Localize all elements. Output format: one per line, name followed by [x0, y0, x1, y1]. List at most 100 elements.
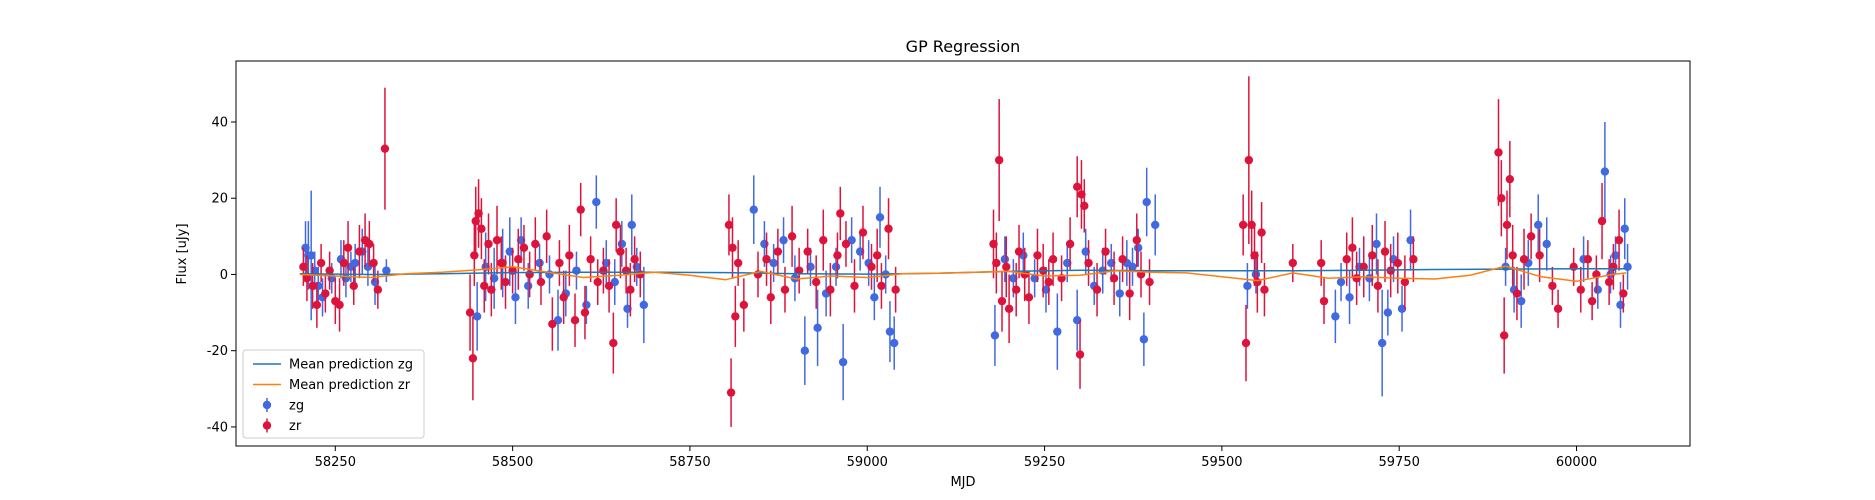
zr-point	[1548, 281, 1557, 291]
zr-point	[1253, 277, 1262, 287]
zg-point	[1336, 277, 1346, 287]
zg-point	[1139, 335, 1149, 344]
zr-point	[325, 266, 334, 275]
legend-item-zr: zr	[262, 418, 302, 434]
zr-point	[1260, 285, 1269, 294]
zr-point	[365, 239, 374, 249]
zr-point	[316, 258, 326, 268]
zr-point	[1380, 247, 1390, 256]
zr-point	[1092, 285, 1102, 294]
y-tick-label: 0	[220, 268, 228, 283]
axes-frame	[235, 60, 1691, 447]
zr-point	[1368, 251, 1377, 260]
zr-point	[1494, 148, 1503, 157]
zr-point	[609, 338, 618, 348]
zr-point	[604, 281, 614, 291]
x-tick-label: 58500	[492, 455, 533, 470]
zg-point	[1600, 167, 1610, 176]
y-tick-label: -40	[207, 420, 228, 435]
zr-point	[726, 388, 736, 397]
zg-point	[639, 300, 649, 310]
zg-point	[511, 293, 520, 302]
zg-point	[749, 205, 758, 214]
zr-point	[335, 300, 344, 310]
zr-point	[1535, 251, 1544, 260]
zr-point	[373, 285, 383, 294]
zr-point	[559, 293, 568, 302]
zr-point	[492, 235, 502, 245]
x-tick-label: 58250	[315, 455, 356, 470]
zr-point	[877, 281, 886, 291]
zg-point	[1623, 262, 1632, 272]
legend-item-mean-prediction-zg: Mean prediction zg	[253, 358, 413, 373]
x-axis-label: MJD	[950, 475, 975, 490]
zg-point	[1000, 255, 1010, 264]
zr-point	[1145, 277, 1154, 287]
zr-point	[616, 247, 625, 256]
x-tick-label: 59250	[1024, 455, 1065, 470]
zr-point	[465, 308, 475, 317]
zg-point	[890, 338, 899, 348]
x-tick-label: 59000	[847, 455, 888, 470]
zr-point	[1084, 258, 1093, 268]
zr-point	[762, 255, 771, 264]
legend-label: zr	[289, 419, 302, 434]
zr-point	[630, 255, 639, 264]
zr-point	[1033, 251, 1042, 260]
zr-point	[1359, 262, 1368, 272]
zr-point	[369, 258, 378, 268]
zr-point	[1238, 220, 1248, 230]
zg-point	[1243, 281, 1252, 291]
legend-item-zg: zg	[262, 398, 304, 414]
zg-point	[1151, 220, 1160, 230]
zr-point	[794, 266, 804, 275]
zg-point	[582, 300, 591, 310]
zr-point	[514, 255, 523, 264]
zr-point	[1497, 194, 1506, 203]
zr-point	[626, 285, 635, 294]
zr-point	[833, 251, 842, 260]
zr-point	[994, 155, 1004, 165]
zr-point	[599, 266, 608, 275]
zr-point	[1609, 262, 1618, 272]
zr-point	[531, 239, 540, 249]
zr-point	[1072, 182, 1082, 191]
zr-point	[1048, 255, 1058, 264]
zr-point	[349, 281, 358, 291]
zg-point	[382, 266, 391, 275]
zg-point	[813, 323, 822, 333]
zr-point	[1109, 274, 1119, 283]
zg-point	[341, 274, 351, 283]
zr-point	[724, 220, 734, 230]
zr-point	[1020, 270, 1029, 279]
zr-point	[1316, 258, 1326, 268]
zr-point	[1576, 285, 1585, 294]
zg-point	[1133, 243, 1143, 252]
zr-point	[586, 255, 595, 264]
zr-point	[1244, 155, 1254, 165]
zr-point	[302, 274, 312, 283]
zg-point	[1331, 312, 1340, 321]
zr-point	[308, 281, 317, 291]
zg-point	[885, 327, 895, 336]
zg-point	[1053, 327, 1062, 336]
zr-point	[484, 239, 493, 249]
zr-point	[1400, 277, 1410, 287]
zr-point	[803, 247, 812, 256]
y-axis-label: Flux [uJy]	[175, 223, 190, 284]
zg-point	[1345, 293, 1354, 302]
zg-point	[1142, 197, 1151, 207]
zg-point	[524, 281, 533, 291]
zg-point	[1251, 270, 1261, 279]
zr-point	[1075, 350, 1085, 359]
zg-point	[350, 258, 360, 268]
zr-point	[1499, 331, 1509, 340]
zr-point	[1257, 228, 1266, 237]
zg-point	[1372, 239, 1381, 249]
zr-point	[811, 277, 821, 287]
zr-point	[819, 235, 828, 245]
zg-point	[306, 251, 316, 260]
zr-point	[576, 205, 585, 214]
zr-point	[728, 243, 737, 252]
